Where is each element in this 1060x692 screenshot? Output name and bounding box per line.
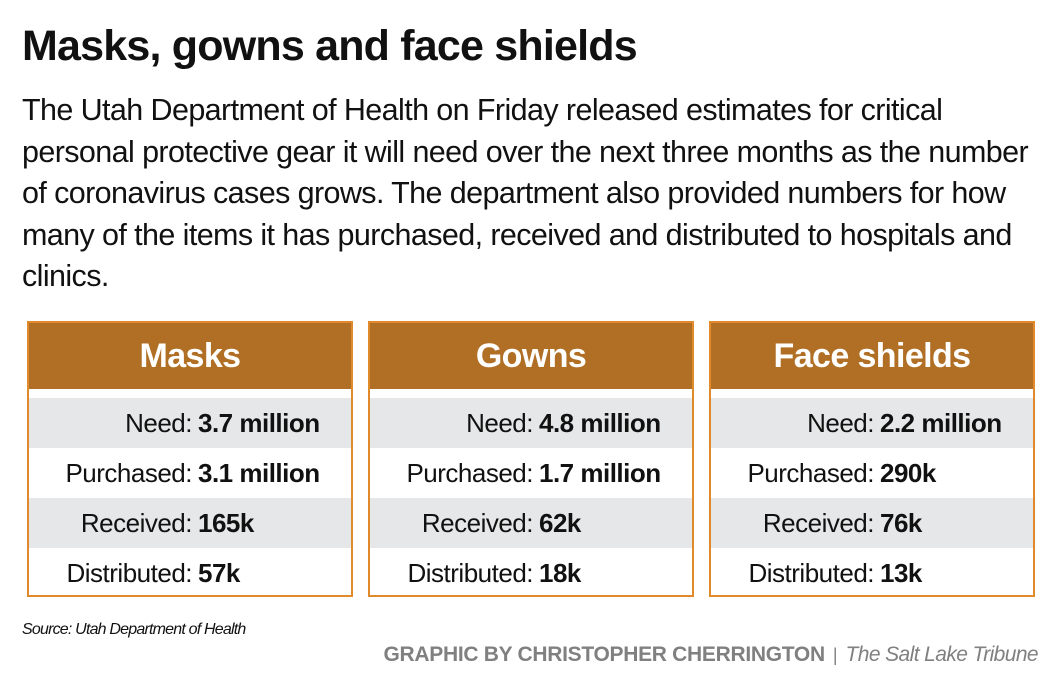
stat-row: Received: 165k <box>29 498 351 548</box>
stat-box-masks: Masks Need: 3.7 million Purchased: 3.1 milli… <box>27 321 353 597</box>
stat-value: 62k <box>539 507 581 538</box>
page-title: Masks, gowns and face shields <box>22 22 638 70</box>
publication-name: The Salt Lake Tribune <box>845 643 1039 666</box>
stat-label: Received: <box>80 507 193 538</box>
stat-value: 57k <box>198 557 240 588</box>
credit-separator: | <box>832 645 838 665</box>
intro-text: The Utah Department of Health on Friday … <box>22 93 1029 293</box>
stat-value: 3.7 million <box>198 407 320 438</box>
stat-row: Need: 3.7 million <box>29 398 351 448</box>
stat-value: 13k <box>880 557 922 588</box>
stat-label: Purchased: <box>406 457 533 488</box>
stat-label: Need: <box>466 407 533 438</box>
graphic-credit: GRAPHIC BY CHRISTOPHER CHERRINGTON <box>383 643 825 666</box>
box-title: Masks <box>29 323 351 389</box>
stat-rows: Need: 4.8 million Purchased: 1.7 million Rec… <box>370 398 692 598</box>
stat-value: 165k <box>198 507 254 538</box>
box-title: Face shields <box>711 323 1033 389</box>
stat-label: Purchased: <box>747 457 874 488</box>
stat-label: Distributed: <box>407 557 534 588</box>
stat-label: Received: <box>421 507 534 538</box>
stat-row: Received: 62k <box>370 498 692 548</box>
stat-box-face-shields: Face shields Need: 2.2 million Purchased: 29… <box>709 321 1035 597</box>
stat-value: 3.1 million <box>198 457 320 488</box>
stat-row: Purchased: 290k <box>711 448 1033 498</box>
stat-row: Received: 76k <box>711 498 1033 548</box>
stat-box-gowns: Gowns Need: 4.8 million Purchased: 1.7 milli… <box>368 321 694 597</box>
stat-value: 290k <box>880 457 936 488</box>
stat-label: Distributed: <box>66 557 193 588</box>
stat-row: Need: 4.8 million <box>370 398 692 448</box>
box-title: Gowns <box>370 323 692 389</box>
stat-label: Received: <box>762 507 875 538</box>
stat-rows: Need: 3.7 million Purchased: 3.1 million Rec… <box>29 398 351 598</box>
stat-row: Purchased: 3.1 million <box>29 448 351 498</box>
stat-row: Distributed: 57k <box>29 548 351 598</box>
source-note: Source: Utah Department of Health <box>22 621 246 638</box>
stat-label: Distributed: <box>748 557 875 588</box>
stat-value: 18k <box>539 557 581 588</box>
stat-value: 4.8 million <box>539 407 661 438</box>
stat-row: Need: 2.2 million <box>711 398 1033 448</box>
stat-value: 76k <box>880 507 922 538</box>
credit-line: GRAPHIC BY CHRISTOPHER CHERRINGTON | The S… <box>383 643 1038 667</box>
stat-row: Distributed: 13k <box>711 548 1033 598</box>
stat-row: Distributed: 18k <box>370 548 692 598</box>
stat-value: 1.7 million <box>539 457 661 488</box>
stat-value: 2.2 million <box>880 407 1002 438</box>
stat-label: Need: <box>125 407 192 438</box>
stat-row: Purchased: 1.7 million <box>370 448 692 498</box>
stat-rows: Need: 2.2 million Purchased: 290k Received: 7… <box>711 398 1033 598</box>
stat-label: Purchased: <box>65 457 192 488</box>
stat-label: Need: <box>807 407 874 438</box>
